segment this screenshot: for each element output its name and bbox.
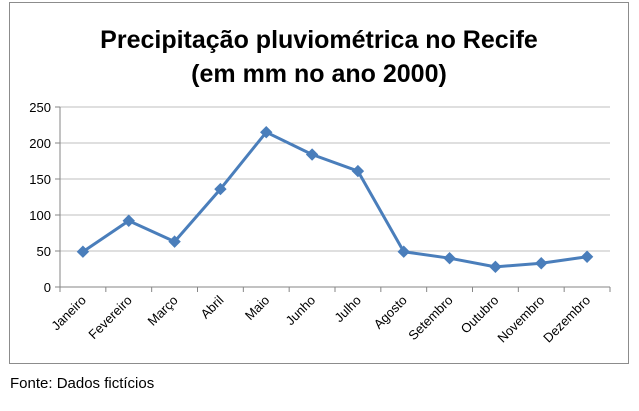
x-tick-label: Março [145,293,181,329]
x-tick-label: Agosto [371,293,410,332]
series-line [82,130,588,269]
x-tick-label: Janeiro [48,293,89,334]
data-point [351,164,365,178]
chart-title-line1: Precipitação pluviométrica no Recife [100,26,538,54]
data-point [168,235,181,248]
x-tick-label: Novembro [494,293,547,346]
x-tick-label: Outubro [458,293,502,337]
data-point [535,257,548,270]
source-note: Fonte: Dados fictícios [10,375,155,392]
data-point [397,245,410,258]
y-tick-label: 150 [29,172,51,187]
y-tick-label: 200 [29,136,51,151]
y-tick-label: 50 [37,244,51,259]
data-point [580,250,594,263]
line-chart: Precipitação pluviométrica no Recife (em… [29,26,611,346]
x-tick-label: Dezembro [540,293,593,346]
chart-frame: Precipitação pluviométrica no Recife (em… [9,2,629,364]
chart-title-line2: (em mm no ano 2000) [191,60,447,88]
x-tick-label: Setembro [405,293,455,343]
data-point [76,245,90,258]
x-tick-label: Maio [242,293,273,324]
x-tick-label: Fevereiro [85,293,134,342]
data-point [260,125,273,139]
y-tick-label: 100 [29,208,51,223]
x-tick-label: Julho [331,293,364,326]
y-tick-label: 250 [29,100,51,115]
x-tick-label: Junho [283,293,319,329]
data-point [489,260,502,274]
x-tick-label: Abril [198,292,227,321]
data-point [214,182,227,196]
y-tick-label: 0 [44,280,51,295]
data-point [305,148,319,161]
data-point [443,251,456,265]
data-point [122,214,135,227]
